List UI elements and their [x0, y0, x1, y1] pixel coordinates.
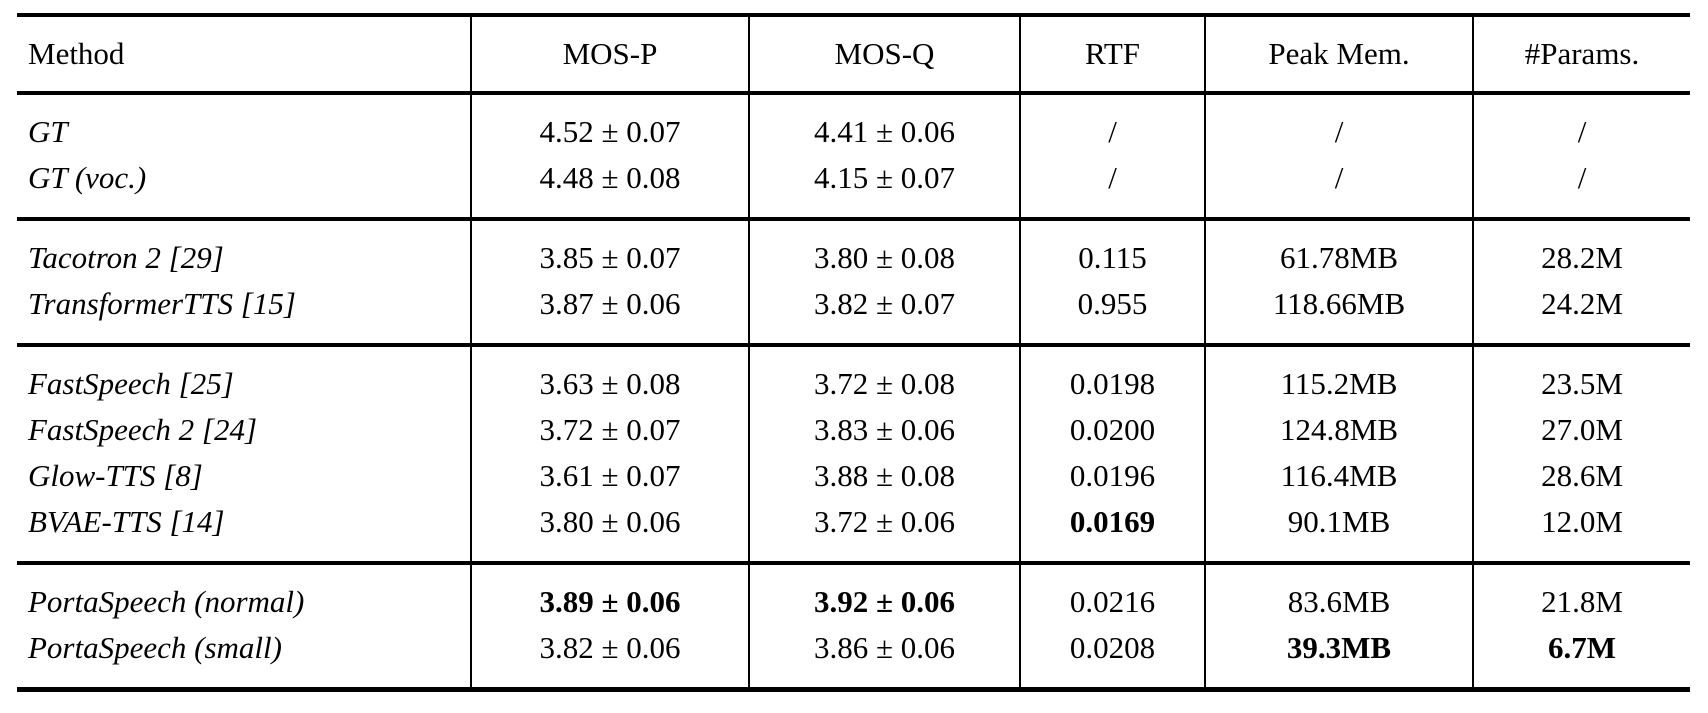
table-row: BVAE-TTS [14] 3.80 ± 0.06 3.72 ± 0.06 0.…: [17, 499, 1690, 563]
section-autoregressive: Tacotron 2 [29] 3.85 ± 0.07 3.80 ± 0.08 …: [17, 219, 1690, 345]
table-row: GT (voc.) 4.48 ± 0.08 4.15 ± 0.07 / / /: [17, 155, 1690, 219]
cell-rtf: /: [1019, 93, 1205, 155]
section-ground-truth: GT 4.52 ± 0.07 4.41 ± 0.06 / / / GT (voc…: [17, 93, 1690, 219]
cell-mos-q: 4.41 ± 0.06: [748, 93, 1020, 155]
table-row: TransformerTTS [15] 3.87 ± 0.06 3.82 ± 0…: [17, 281, 1690, 345]
cell-mos-q: 3.88 ± 0.08: [748, 453, 1020, 499]
cell-method: PortaSpeech (normal): [28, 584, 305, 619]
cell-peak-mem: 115.2MB: [1204, 345, 1473, 407]
cell-rtf: 0.0169: [1019, 499, 1205, 563]
cell-method: FastSpeech [25]: [28, 366, 234, 401]
cell-params: 23.5M: [1472, 345, 1690, 407]
cell-rtf: 0.955: [1019, 281, 1205, 345]
cell-mos-p: 3.80 ± 0.06: [470, 499, 749, 563]
cell-rtf: 0.0216: [1019, 563, 1205, 625]
cell-params: 27.0M: [1472, 407, 1690, 453]
cell-mos-p: 3.89 ± 0.06: [470, 563, 749, 625]
cell-rtf: /: [1019, 155, 1205, 219]
cell-peak-mem: /: [1204, 93, 1473, 155]
results-table: Method MOS-P MOS-Q RTF Peak Mem. #Params…: [17, 13, 1690, 692]
cell-mos-q: 3.92 ± 0.06: [748, 563, 1020, 625]
table-row: PortaSpeech (normal) 3.89 ± 0.06 3.92 ± …: [17, 563, 1690, 625]
cell-peak-mem: 118.66MB: [1204, 281, 1473, 345]
cell-mos-p: 3.87 ± 0.06: [470, 281, 749, 345]
cell-mos-p: 3.72 ± 0.07: [470, 407, 749, 453]
table-row: GT 4.52 ± 0.07 4.41 ± 0.06 / / /: [17, 93, 1690, 155]
table-row: FastSpeech [25] 3.63 ± 0.08 3.72 ± 0.08 …: [17, 345, 1690, 407]
cell-rtf: 0.0198: [1019, 345, 1205, 407]
cell-peak-mem: /: [1204, 155, 1473, 219]
cell-mos-q: 3.72 ± 0.06: [748, 499, 1020, 563]
cell-mos-p: 3.61 ± 0.07: [470, 453, 749, 499]
table-row: PortaSpeech (small) 3.82 ± 0.06 3.86 ± 0…: [17, 625, 1690, 690]
cell-method: PortaSpeech (small): [28, 630, 282, 665]
cell-mos-p: 3.85 ± 0.07: [470, 219, 749, 281]
cell-params: /: [1472, 155, 1690, 219]
col-header-params: #Params.: [1472, 15, 1690, 93]
section-portaspeech: PortaSpeech (normal) 3.89 ± 0.06 3.92 ± …: [17, 563, 1690, 690]
cell-mos-p: 3.63 ± 0.08: [470, 345, 749, 407]
header-row: Method MOS-P MOS-Q RTF Peak Mem. #Params…: [17, 15, 1690, 93]
col-header-mos-q: MOS-Q: [748, 15, 1020, 93]
cell-params: 12.0M: [1472, 499, 1690, 563]
table-row: FastSpeech 2 [24] 3.72 ± 0.07 3.83 ± 0.0…: [17, 407, 1690, 453]
cell-mos-q: 3.72 ± 0.08: [748, 345, 1020, 407]
cell-params: /: [1472, 93, 1690, 155]
cell-method: FastSpeech 2 [24]: [28, 412, 258, 447]
cell-params: 21.8M: [1472, 563, 1690, 625]
cell-method: GT (voc.): [28, 160, 147, 195]
table-header: Method MOS-P MOS-Q RTF Peak Mem. #Params…: [17, 15, 1690, 93]
col-header-method: Method: [28, 36, 125, 71]
cell-peak-mem: 61.78MB: [1204, 219, 1473, 281]
cell-params: 24.2M: [1472, 281, 1690, 345]
cell-method: BVAE-TTS [14]: [28, 504, 225, 539]
cell-method: Tacotron 2 [29]: [28, 240, 224, 275]
cell-params: 6.7M: [1472, 625, 1690, 690]
cell-params: 28.2M: [1472, 219, 1690, 281]
section-non-autoregressive: FastSpeech [25] 3.63 ± 0.08 3.72 ± 0.08 …: [17, 345, 1690, 563]
cell-rtf: 0.115: [1019, 219, 1205, 281]
cell-method: GT: [28, 114, 68, 149]
cell-mos-q: 3.86 ± 0.06: [748, 625, 1020, 690]
table-row: Glow-TTS [8] 3.61 ± 0.07 3.88 ± 0.08 0.0…: [17, 453, 1690, 499]
cell-mos-q: 3.83 ± 0.06: [748, 407, 1020, 453]
cell-method: TransformerTTS [15]: [28, 286, 296, 321]
col-header-mos-p: MOS-P: [470, 15, 749, 93]
cell-params: 28.6M: [1472, 453, 1690, 499]
col-header-rtf: RTF: [1019, 15, 1205, 93]
cell-rtf: 0.0208: [1019, 625, 1205, 690]
cell-peak-mem: 116.4MB: [1204, 453, 1473, 499]
cell-peak-mem: 83.6MB: [1204, 563, 1473, 625]
col-header-peak-mem: Peak Mem.: [1204, 15, 1473, 93]
cell-rtf: 0.0200: [1019, 407, 1205, 453]
cell-method: Glow-TTS [8]: [28, 458, 203, 493]
cell-mos-q: 4.15 ± 0.07: [748, 155, 1020, 219]
table-row: Tacotron 2 [29] 3.85 ± 0.07 3.80 ± 0.08 …: [17, 219, 1690, 281]
cell-peak-mem: 124.8MB: [1204, 407, 1473, 453]
cell-mos-p: 4.48 ± 0.08: [470, 155, 749, 219]
cell-mos-p: 4.52 ± 0.07: [470, 93, 749, 155]
cell-mos-q: 3.80 ± 0.08: [748, 219, 1020, 281]
cell-mos-q: 3.82 ± 0.07: [748, 281, 1020, 345]
cell-peak-mem: 39.3MB: [1204, 625, 1473, 690]
cell-mos-p: 3.82 ± 0.06: [470, 625, 749, 690]
cell-peak-mem: 90.1MB: [1204, 499, 1473, 563]
cell-rtf: 0.0196: [1019, 453, 1205, 499]
